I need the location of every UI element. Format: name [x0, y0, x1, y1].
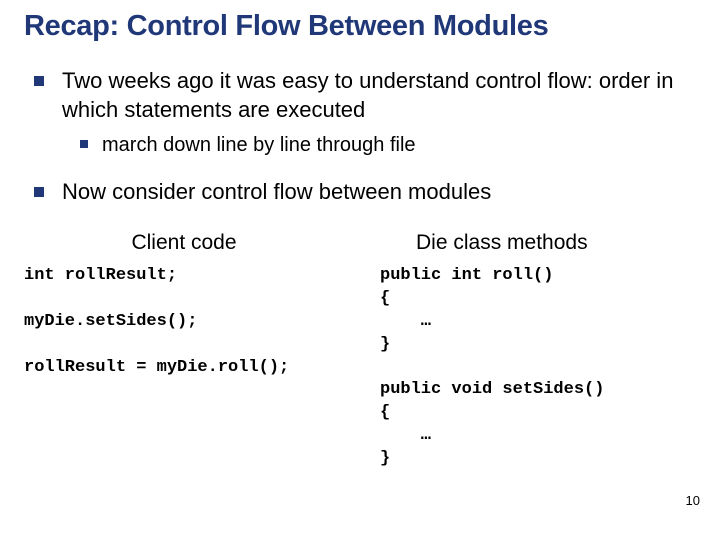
bullet-square-icon: [34, 187, 44, 197]
client-code-block: int rollResult; myDie.setSides(); rollRe…: [24, 265, 344, 380]
column-header: Client code: [24, 231, 344, 255]
client-code-column: Client code int rollResult; myDie.setSid…: [24, 231, 344, 471]
code-columns: Client code int rollResult; myDie.setSid…: [24, 231, 696, 471]
bullet-text: march down line by line through file: [102, 132, 416, 158]
bullet-level2: march down line by line through file: [24, 132, 696, 158]
bullet-square-icon: [34, 76, 44, 86]
slide-title: Recap: Control Flow Between Modules: [24, 10, 696, 43]
bullet-text: Now consider control flow between module…: [62, 178, 491, 207]
page-number: 10: [686, 493, 700, 508]
die-class-column: Die class methods public int roll() { … …: [380, 231, 696, 471]
die-class-code-block: public int roll() { … } public void setS…: [380, 265, 696, 471]
bullet-level1: Two weeks ago it was easy to understand …: [24, 67, 696, 124]
column-header: Die class methods: [380, 231, 696, 255]
bullet-level1: Now consider control flow between module…: [24, 178, 696, 207]
bullet-square-icon: [80, 140, 88, 148]
bullet-text: Two weeks ago it was easy to understand …: [62, 67, 696, 124]
